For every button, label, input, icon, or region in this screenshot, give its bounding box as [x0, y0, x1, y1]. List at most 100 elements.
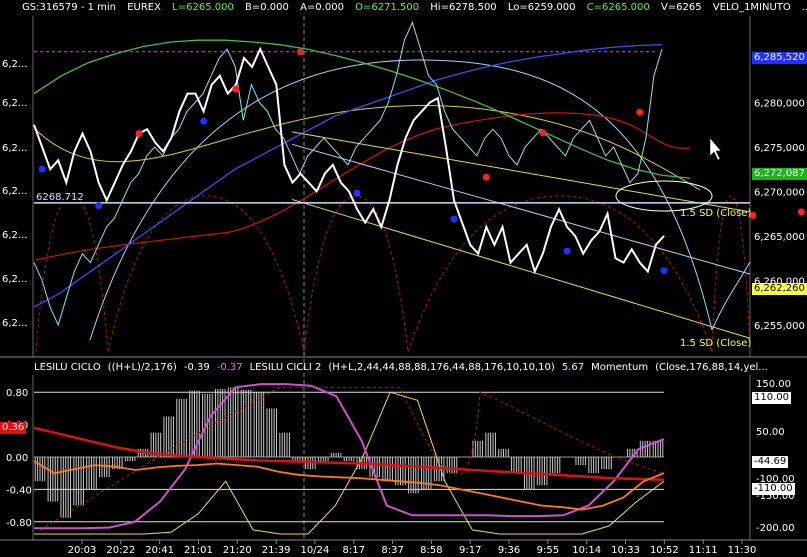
price-right-axis-label: 6,270,000 [754, 187, 805, 198]
cycle-arc-red-3 [407, 195, 713, 352]
indicator-legend-item: (H+L,2,44,44,88,88,176,44,88,176,10,10,1… [328, 362, 555, 373]
price-right-axis-label: 6,255,000 [754, 321, 805, 332]
header-status-bar: GS:316579 - 1 min EUREX L=6265.000 B=0.0… [22, 2, 807, 16]
band-upper-line [291, 131, 751, 213]
open-price: O=6271.500 [355, 2, 420, 13]
time-axis: 20:03 20:22 20:41 21:01 21:20 21:39 10/24 8:17 8… [68, 540, 757, 556]
price-left-axis-label: 6,2... [2, 186, 27, 197]
time-axis-label: 21:39 [262, 545, 291, 556]
time-axis-label: 11:11 [689, 545, 718, 556]
time-axis-label: 11:30 [728, 545, 757, 556]
indicator-right-axis-label: -100.00 [756, 474, 795, 485]
low-price: Lo=6259.000 [507, 2, 576, 13]
price-right-axis-label: 6,265,000 [754, 232, 805, 243]
price-left-axis-label: 6,2... [2, 98, 27, 109]
indicator-legend-item: LESILU CICLI 2 [249, 362, 322, 373]
time-axis-label: 21:01 [184, 545, 213, 556]
value-axes: 6,2... 6,2... 6,2... 6,2... 6,2... 6,2... 6,2.… [2, 59, 805, 534]
indicator-legend-item: LESILU CICLO [34, 362, 101, 373]
time-axis-label: 8:17 [343, 545, 365, 556]
time-axis-label: 9:36 [498, 545, 520, 556]
blue-dot [450, 215, 458, 223]
price-left-axis-label: 6,2... [2, 230, 27, 241]
time-axis-label: 20:03 [68, 545, 97, 556]
price-left-axis-label: 6,2... [2, 318, 27, 329]
indicator-legend-item: ((H+L)/2,176) [107, 362, 177, 373]
sd-label-upper: 1.5 SD (Close) [680, 208, 751, 219]
blue-dot [200, 117, 208, 125]
indicator-legend-item: 5.67 [561, 362, 585, 373]
indicator-right-axis-label: 150.00 [756, 379, 791, 390]
time-axis-label: 21:20 [223, 545, 252, 556]
price-tag-yellow: 6,262,260 [752, 283, 807, 295]
price-right-axis-label: 6,260,000 [754, 276, 805, 287]
price-left-axis-label: 6,2... [2, 143, 27, 154]
cyan-oscillator-line [33, 20, 663, 327]
dashed-cycle-indicator [39, 386, 665, 531]
exchange-label: EUREX [127, 2, 161, 13]
red-dot [636, 108, 644, 116]
green-moving-average [33, 39, 691, 179]
annotation-ellipse[interactable] [615, 180, 713, 212]
price-left-axis-label: 6,2... [2, 59, 27, 70]
indicator-right-axis-label: -200.00 [756, 523, 795, 534]
indicator-legend-item: Momentum [591, 362, 649, 373]
band-lower-line [291, 198, 751, 339]
cycle-arc-red-1 [107, 195, 305, 352]
time-axis-label: 9:17 [459, 545, 481, 556]
mouse-cursor-icon [709, 137, 722, 161]
time-axis-label: 10:33 [611, 545, 640, 556]
price-right-axis-label: 6,280,000 [754, 99, 805, 110]
indicator-left-axis-label: -0.40 [6, 485, 32, 496]
price-right-axis-label: 6,275,000 [754, 143, 805, 154]
indicator-panel [33, 383, 665, 535]
time-axis-label: 10/24 [301, 545, 330, 556]
time-axis-label: 20:22 [106, 545, 135, 556]
last-price: L=6265.000 [172, 2, 234, 13]
level-tag-m44: -44.69 [752, 456, 789, 468]
yellow-curve [35, 105, 701, 191]
indicator-left-axis-label: 0.00 [6, 453, 28, 464]
high-price: Hi=6278.500 [430, 2, 497, 13]
red-dot [297, 48, 305, 56]
price-tag-green: 6,272,087 [752, 168, 807, 180]
red-dot [482, 173, 490, 181]
cycle-arc-red-0 [35, 195, 109, 352]
more-ellipsis[interactable]: ... [801, 2, 807, 13]
orange-momentum-line [33, 460, 665, 511]
sd-label-lower: 1.5 SD (Close) [680, 338, 751, 349]
template-label: VELO_1MINUTO [712, 2, 791, 13]
indicator-legend: LESILU CICLO ((H+L)/2,176) -0.39 -0.37 LESIL… [34, 362, 775, 373]
time-axis-label: 10:52 [650, 545, 679, 556]
indicator-legend-item: (Close,176,88,14,yel... [655, 362, 768, 373]
red-moving-average [35, 112, 691, 261]
red-dot [232, 85, 240, 93]
level-tag-m110: -110.00 [752, 483, 795, 495]
time-axis-label: 8:37 [381, 545, 403, 556]
support-value-label: 6268.712 [36, 192, 84, 203]
level-tag-110: 110.00 [752, 392, 791, 404]
volume-label: V=6265 [660, 2, 702, 13]
red-smooth-line [33, 426, 665, 481]
time-axis-label: 20:41 [145, 545, 174, 556]
red-dot [749, 211, 757, 219]
indicator-legend-item: -0.39 [183, 362, 210, 373]
blue-dot [95, 202, 103, 210]
red-dot [135, 130, 143, 138]
blue-dot [660, 267, 668, 275]
time-axis-label: 8:58 [420, 545, 442, 556]
time-axis-label: 10:14 [572, 545, 601, 556]
band-mid-line [291, 143, 751, 275]
price-tag-blue: 6,285,520 [752, 52, 807, 64]
indicator-left-axis-label: 0.80 [6, 388, 28, 399]
magenta-cycle-line [34, 383, 665, 530]
indicator-tag-red: 0.36 [0, 422, 27, 434]
red-dot [539, 129, 547, 137]
symbol-label[interactable]: GS:316579 - 1 min [22, 2, 117, 13]
price-panel: 6268.712 1.5 SD (Close) 1.5 SD (Close) [33, 20, 805, 352]
indicator-legend-item: -0.37 [216, 362, 243, 373]
red-dot [797, 208, 805, 216]
indicator-left-axis-label: -0.80 [6, 518, 32, 529]
